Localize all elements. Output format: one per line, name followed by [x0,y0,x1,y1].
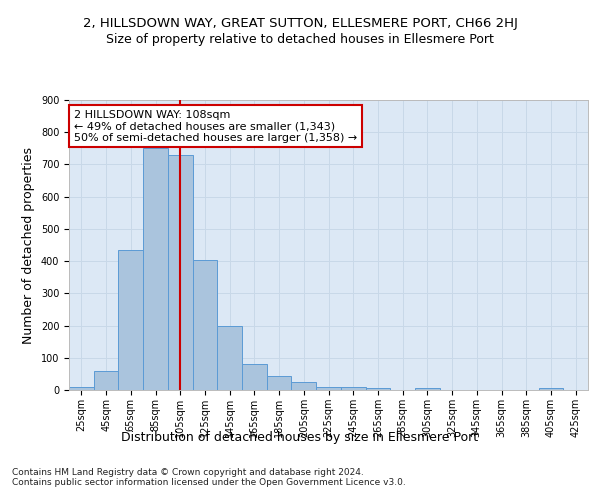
Text: Size of property relative to detached houses in Ellesmere Port: Size of property relative to detached ho… [106,32,494,46]
Bar [94,370,118,390]
Text: Contains HM Land Registry data © Crown copyright and database right 2024.
Contai: Contains HM Land Registry data © Crown c… [12,468,406,487]
Bar [69,387,94,390]
Bar [217,326,242,390]
Text: 2, HILLSDOWN WAY, GREAT SUTTON, ELLESMERE PORT, CH66 2HJ: 2, HILLSDOWN WAY, GREAT SUTTON, ELLESMER… [83,18,517,30]
Bar [415,388,440,390]
Y-axis label: Number of detached properties: Number of detached properties [22,146,35,344]
Bar [539,388,563,390]
Bar [292,382,316,390]
Bar [341,387,365,390]
Bar [193,260,217,390]
Bar [316,387,341,390]
Text: 2 HILLSDOWN WAY: 108sqm
← 49% of detached houses are smaller (1,343)
50% of semi: 2 HILLSDOWN WAY: 108sqm ← 49% of detache… [74,110,357,143]
Bar [118,250,143,390]
Bar [365,388,390,390]
Bar [168,155,193,390]
Bar [242,364,267,390]
Bar [143,148,168,390]
Bar [267,376,292,390]
Text: Distribution of detached houses by size in Ellesmere Port: Distribution of detached houses by size … [121,431,479,444]
